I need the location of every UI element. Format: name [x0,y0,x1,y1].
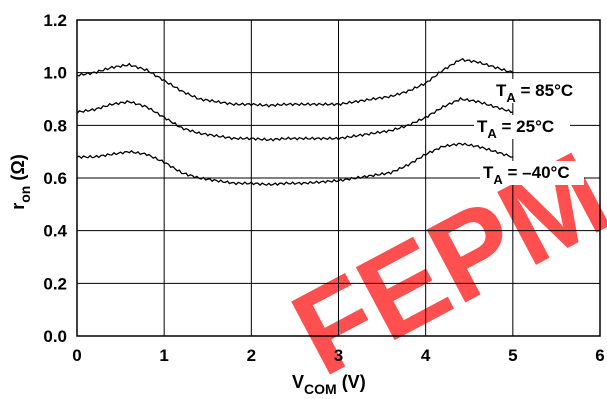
axis-labels: VCOM (V) ron (Ω) [8,154,366,397]
y-tick-label: 0.6 [43,169,67,188]
series-annotation-label: TA = 85°C [496,81,573,105]
x-axis-label: VCOM (V) [292,372,366,397]
series-lines [76,57,514,186]
annotation-background [480,161,584,185]
y-axis-label: ron (Ω) [8,154,33,210]
series-annotation-label: TA = –40°C [483,163,570,187]
series-annotation: TA = 85°C [493,79,589,105]
series-annotation-label: TA = 25°C [477,117,554,141]
plot-frame [76,19,601,337]
y-tick-label: 0.4 [43,222,67,241]
series-line [76,96,513,142]
y-tick-label: 1.0 [43,64,67,83]
x-tick-label: 4 [421,346,431,365]
series-annotation: TA = –40°C [480,161,584,187]
x-tick-labels: 0 1 2 3 4 5 6 [72,346,604,365]
plot-border [76,19,601,337]
x-tick-label: 5 [508,346,517,365]
y-tick-label: 1.2 [43,11,67,30]
y-tick-label: 0.2 [43,274,67,293]
series-line [76,57,514,108]
x-tick-label: 0 [72,346,81,365]
series-annotations: TA = 85°C TA = 25°C TA = –40°C [474,79,589,187]
x-tick-label: 3 [334,346,343,365]
annotation-background [493,79,589,103]
y-tick-labels: 0.0 0.2 0.4 0.6 0.8 1.0 1.2 [43,11,67,346]
x-tick-label: 1 [159,346,168,365]
y-tick-label: 0.8 [43,116,67,135]
annotation-background [474,115,570,139]
x-tick-label: 2 [247,346,256,365]
y-tick-label: 0.0 [43,327,67,346]
x-tick-label: 6 [595,346,604,365]
series-annotation: TA = 25°C [474,115,570,141]
series-line [76,142,513,186]
